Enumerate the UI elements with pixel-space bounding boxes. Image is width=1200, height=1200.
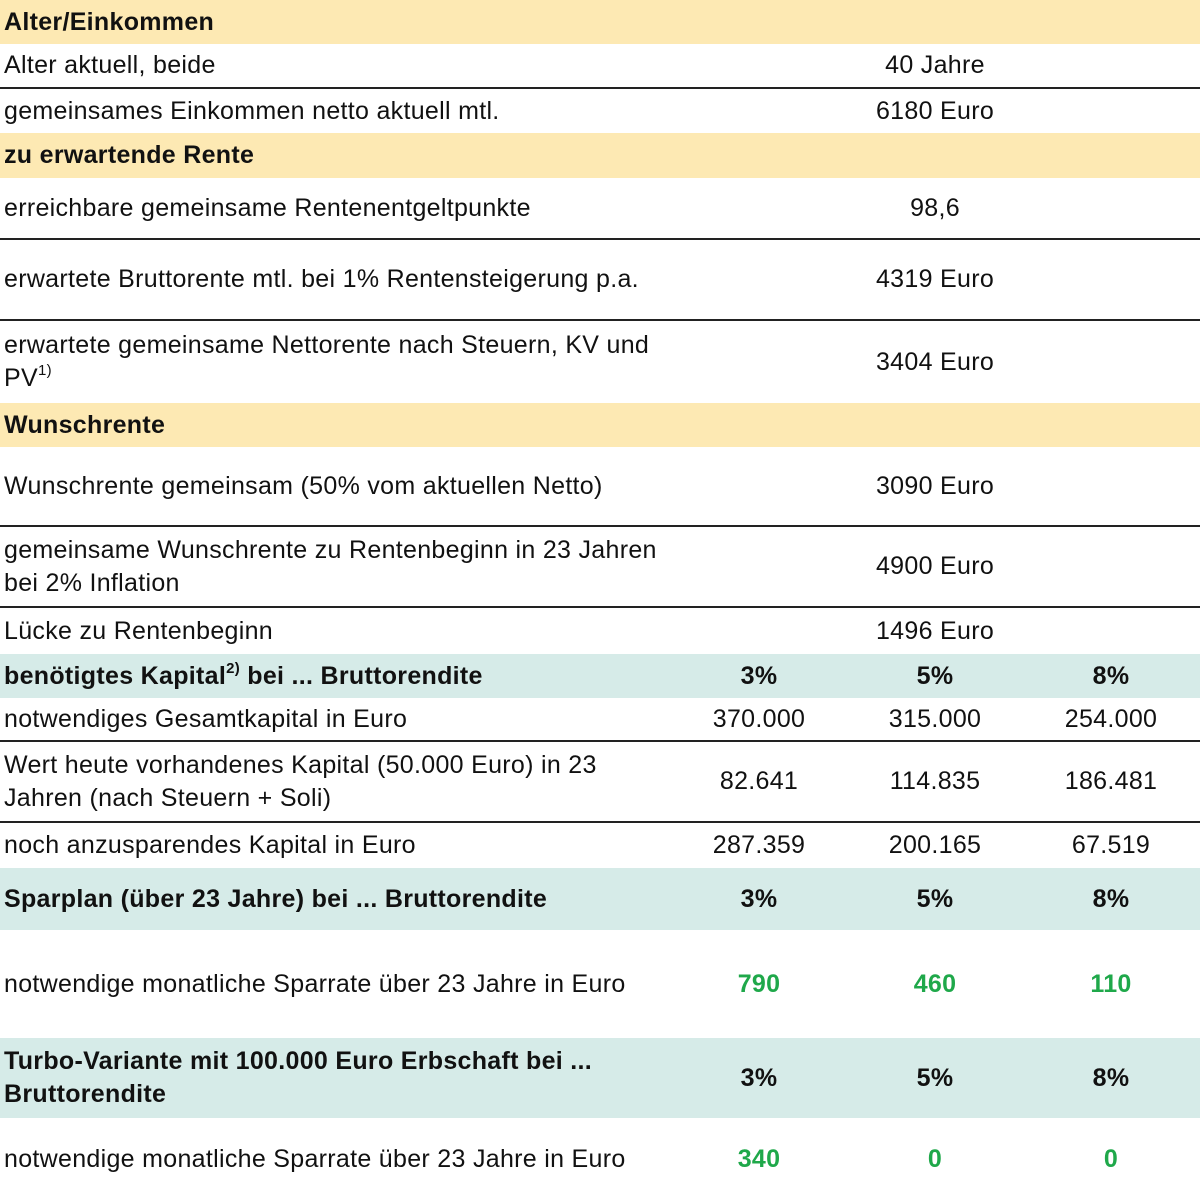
section-header: Turbo-Variante mit 100.000 Euro Erbschaf… xyxy=(0,1038,1200,1118)
table-row: Lücke zu Rentenbeginn 1496 Euro xyxy=(0,608,1200,654)
yield-header: 5% xyxy=(916,661,954,690)
row-value: 0 xyxy=(1103,1144,1119,1173)
label-text: Turbo-Variante mit 100.000 Euro Erbschaf… xyxy=(4,1047,593,1108)
label-text: Wunschrente gemeinsam (50% vom aktuellen… xyxy=(4,471,603,500)
row-label: Sparplan (über 23 Jahre) bei ... Bruttor… xyxy=(4,883,664,916)
row-value: 82.641 xyxy=(719,767,799,795)
row-label: erwartete gemeinsame Nettorente nach Ste… xyxy=(4,329,664,395)
table-row: notwendige monatliche Sparrate über 23 J… xyxy=(0,1118,1200,1200)
yield-header: 8% xyxy=(1092,661,1130,690)
row-label: Lücke zu Rentenbeginn xyxy=(4,615,664,648)
footnote-marker: 2) xyxy=(226,659,241,677)
table-row: erreichbare gemeinsame Rentenentgeltpunk… xyxy=(0,178,1200,240)
table-row: erwartete Bruttorente mtl. bei 1% Renten… xyxy=(0,240,1200,321)
label-text: Lücke zu Rentenbeginn xyxy=(4,616,273,645)
label-text: Alter/Einkommen xyxy=(4,7,215,36)
row-value: 340 xyxy=(737,1144,781,1173)
yield-header: 3% xyxy=(740,661,778,690)
label-text: erreichbare gemeinsame Rentenentgeltpunk… xyxy=(4,193,531,222)
yield-header: 3% xyxy=(740,1063,778,1092)
row-label: noch anzusparendes Kapital in Euro xyxy=(4,829,664,862)
row-value: 186.481 xyxy=(1064,767,1158,795)
row-label: Wunschrente gemeinsam (50% vom aktuellen… xyxy=(4,470,664,503)
row-value: 40 Jahre xyxy=(885,51,985,79)
row-value: 98,6 xyxy=(910,193,960,222)
section-header: Sparplan (über 23 Jahre) bei ... Bruttor… xyxy=(0,868,1200,930)
table-row: Wert heute vorhandenes Kapital (50.000 E… xyxy=(0,742,1200,823)
row-label: erwartete Bruttorente mtl. bei 1% Renten… xyxy=(4,263,664,296)
label-text: Sparplan (über 23 Jahre) bei ... Bruttor… xyxy=(4,884,548,913)
label-text: notwendige monatliche Sparrate über 23 J… xyxy=(4,1144,626,1173)
row-value: 67.519 xyxy=(1071,831,1151,859)
label-text: noch anzusparendes Kapital in Euro xyxy=(4,831,416,859)
row-label: benötigtes Kapital2) bei ... Bruttorendi… xyxy=(4,660,664,693)
row-value: 315.000 xyxy=(888,704,982,733)
row-value: 0 xyxy=(927,1144,943,1173)
footnote-marker: 1) xyxy=(37,362,52,379)
row-label: zu erwartende Rente xyxy=(4,139,664,172)
row-label: Wunschrente xyxy=(4,409,664,442)
row-value: 114.835 xyxy=(889,767,981,795)
row-value: 200.165 xyxy=(888,831,982,859)
table-row: gemeinsame Wunschrente zu Rentenbeginn i… xyxy=(0,527,1200,608)
row-label: notwendige monatliche Sparrate über 23 J… xyxy=(4,1143,664,1176)
table-row: Alter aktuell, beide 40 Jahre xyxy=(0,44,1200,89)
row-value: 4319 Euro xyxy=(875,265,995,293)
row-label: gemeinsames Einkommen netto aktuell mtl. xyxy=(4,95,664,128)
row-value: 370.000 xyxy=(712,704,806,733)
label-text: erwartete Bruttorente mtl. bei 1% Renten… xyxy=(4,265,639,293)
label-text: zu erwartende Rente xyxy=(4,141,255,169)
yield-header: 3% xyxy=(740,884,778,913)
row-value: 6180 Euro xyxy=(875,96,995,125)
row-value: 110 xyxy=(1090,969,1132,998)
row-value: 4900 Euro xyxy=(875,552,995,580)
row-value: 3404 Euro xyxy=(875,347,995,376)
row-value: 790 xyxy=(737,969,781,998)
label-text: notwendige monatliche Sparrate über 23 J… xyxy=(4,969,626,998)
row-label: Turbo-Variante mit 100.000 Euro Erbschaf… xyxy=(4,1045,664,1111)
label-text: benötigtes Kapital xyxy=(4,661,227,690)
table-row: Wunschrente gemeinsam (50% vom aktuellen… xyxy=(0,447,1200,527)
table-row: gemeinsames Einkommen netto aktuell mtl.… xyxy=(0,89,1200,133)
label-text: notwendiges Gesamtkapital in Euro xyxy=(4,704,408,733)
row-label: gemeinsame Wunschrente zu Rentenbeginn i… xyxy=(4,534,664,600)
row-label: erreichbare gemeinsame Rentenentgeltpunk… xyxy=(4,192,664,225)
yield-header: 5% xyxy=(916,1063,954,1092)
row-value: 460 xyxy=(913,969,957,998)
row-value: 287.359 xyxy=(712,831,806,859)
row-label: notwendiges Gesamtkapital in Euro xyxy=(4,703,664,736)
row-value: 3090 Euro xyxy=(875,471,995,500)
row-label: Alter/Einkommen xyxy=(4,6,664,39)
table-row: notwendige monatliche Sparrate über 23 J… xyxy=(0,930,1200,1038)
row-value: 1496 Euro xyxy=(875,616,995,645)
row-label: Wert heute vorhandenes Kapital (50.000 E… xyxy=(4,749,664,815)
section-header: Wunschrente xyxy=(0,403,1200,447)
yield-header: 8% xyxy=(1092,884,1130,913)
label-text: gemeinsames Einkommen netto aktuell mtl. xyxy=(4,96,500,125)
label-text: Wert heute vorhandenes Kapital (50.000 E… xyxy=(4,750,597,812)
row-label: notwendige monatliche Sparrate über 23 J… xyxy=(4,968,664,1001)
label-text: Wunschrente xyxy=(4,410,166,439)
row-label: Alter aktuell, beide xyxy=(4,49,664,82)
yield-header: 8% xyxy=(1092,1063,1130,1092)
table-row: notwendiges Gesamtkapital in Euro 370.000… xyxy=(0,698,1200,742)
section-header: Alter/Einkommen xyxy=(0,0,1200,44)
yield-header: 5% xyxy=(916,884,954,913)
section-header: benötigtes Kapital2) bei ... Bruttorendi… xyxy=(0,654,1200,698)
section-header: zu erwartende Rente xyxy=(0,133,1200,178)
label-text: erwartete gemeinsame Nettorente nach Ste… xyxy=(4,331,650,392)
table-row: noch anzusparendes Kapital in Euro 287.35… xyxy=(0,823,1200,868)
label-text: Alter aktuell, beide xyxy=(4,51,216,79)
label-suffix: bei ... Bruttorendite xyxy=(240,661,483,690)
label-text: gemeinsame Wunschrente zu Rentenbeginn i… xyxy=(4,535,657,597)
table-row: erwartete gemeinsame Nettorente nach Ste… xyxy=(0,321,1200,403)
row-value: 254.000 xyxy=(1064,704,1158,733)
